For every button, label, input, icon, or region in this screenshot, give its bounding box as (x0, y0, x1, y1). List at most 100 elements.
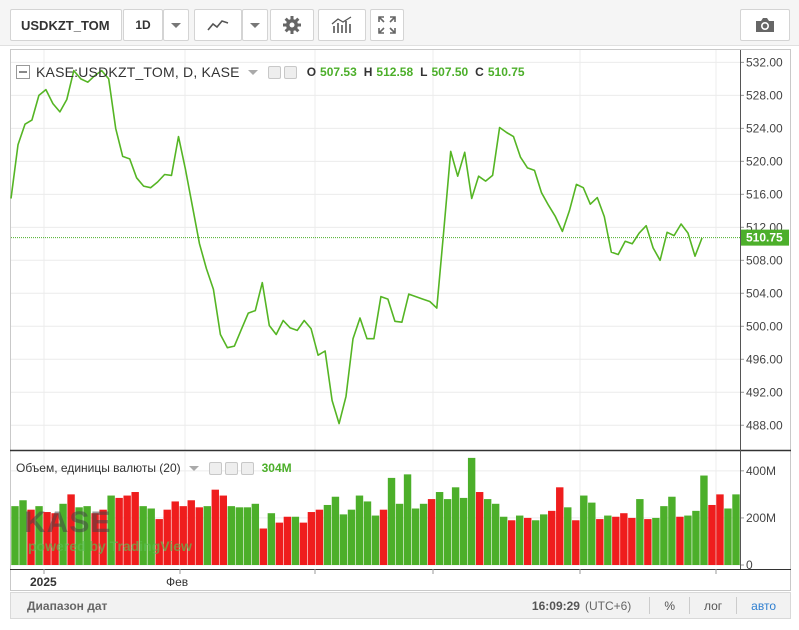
settings-button[interactable] (270, 9, 314, 41)
volume-bar (507, 520, 516, 565)
indicators-icon (331, 16, 352, 33)
volume-bar (19, 500, 27, 565)
eye-icon[interactable] (267, 65, 281, 79)
volume-bar (411, 508, 420, 565)
volume-bar (27, 509, 35, 565)
volume-bar (564, 507, 572, 565)
volume-bar (668, 496, 676, 565)
volume-bar (459, 497, 468, 565)
kase-logo: KASE (24, 506, 112, 539)
settings-icon[interactable] (224, 461, 238, 475)
watermark: KASE powered by TradingView (24, 506, 192, 555)
volume-bar (107, 495, 115, 565)
volume-bar (211, 489, 219, 565)
close-label: C (475, 65, 484, 79)
volume-bar (251, 503, 260, 565)
date-range-button[interactable]: Диапазон дат (27, 598, 108, 613)
fullscreen-button[interactable] (370, 9, 404, 41)
volume-bar (572, 520, 580, 565)
price-tick-label: 532.00 (746, 55, 783, 69)
volume-bar (660, 506, 668, 565)
volume-bar (163, 509, 171, 565)
open-label: O (306, 65, 317, 79)
fullscreen-icon (378, 16, 396, 34)
volume-bar (203, 506, 211, 565)
price-tick-label: 520.00 (746, 154, 783, 168)
price-tick-label: 508.00 (746, 253, 783, 267)
volume-bar (556, 487, 564, 565)
volume-bar (443, 499, 452, 565)
volume-bar (155, 519, 163, 565)
screenshot-button[interactable] (740, 9, 790, 41)
volume-bar (475, 492, 484, 565)
collapse-icon[interactable] (16, 65, 30, 79)
volume-bar (331, 496, 340, 565)
volume-bar (131, 492, 139, 565)
timezone-button[interactable]: (UTC+6) (584, 598, 632, 613)
divider (736, 597, 738, 614)
volume-bar (243, 507, 252, 565)
clock-time: 16:09:29 (531, 598, 580, 613)
chart-type-button[interactable] (194, 9, 242, 41)
volume-bar (147, 508, 155, 565)
tradingview-credit: powered by TradingView (28, 538, 192, 554)
volume-bar (387, 477, 396, 565)
percent-scale-button[interactable]: % (664, 598, 675, 613)
interval-dropdown-button[interactable] (163, 9, 189, 41)
volume-bar (339, 514, 348, 565)
volume-bar (99, 509, 107, 565)
volume-bar (548, 510, 556, 565)
volume-bar (363, 501, 372, 565)
last-price-label: 510.75 (746, 231, 783, 245)
volume-bar (187, 500, 195, 565)
log-scale-button[interactable]: лог (703, 598, 723, 613)
volume-bar (115, 497, 123, 565)
volume-bar (219, 495, 227, 565)
volume-bar (580, 495, 588, 565)
close-icon[interactable] (240, 461, 254, 475)
auto-scale-button[interactable]: авто (751, 598, 776, 613)
volume-bar (467, 457, 476, 565)
top-toolbar: USDKZT_TOM 1D (0, 0, 799, 46)
volume-bar (315, 509, 324, 565)
volume-bar (51, 513, 59, 565)
indicators-button[interactable] (318, 9, 366, 41)
price-tick-label: 516.00 (746, 187, 783, 201)
chart-container (10, 49, 791, 591)
open-value: 507.53 (320, 65, 357, 79)
time-tick-label: Фев (166, 575, 188, 589)
settings-icon[interactable] (283, 65, 297, 79)
time-tick-label: 2025 (30, 575, 57, 589)
volume-bar (91, 513, 99, 565)
volume-title: Объем, единицы валюты (20) (16, 461, 181, 475)
chevron-down-icon[interactable] (188, 465, 199, 471)
volume-bar (524, 517, 532, 565)
volume-bar (644, 519, 652, 565)
interval-button[interactable]: 1D (123, 9, 163, 41)
volume-bar (283, 516, 292, 565)
volume-bar (427, 499, 436, 565)
volume-bar (59, 503, 67, 565)
volume-bar (67, 494, 75, 565)
volume-bar (227, 506, 236, 565)
eye-icon[interactable] (208, 461, 222, 475)
volume-tick-label: 200M (746, 511, 776, 525)
volume-bar (307, 512, 316, 565)
price-tick-label: 528.00 (746, 88, 783, 102)
volume-bar (724, 508, 732, 565)
volume-bar (732, 494, 740, 565)
chevron-down-icon[interactable] (247, 69, 258, 75)
volume-bar (171, 501, 179, 565)
volume-bar (419, 503, 428, 565)
volume-bar (355, 495, 364, 565)
chart-type-dropdown-button[interactable] (242, 9, 268, 41)
volume-bar (179, 506, 187, 565)
volume-bar (692, 510, 700, 565)
low-label: L (420, 65, 428, 79)
volume-bar (83, 506, 91, 565)
volume-bar (323, 504, 332, 565)
volume-legend: Объем, единицы валюты (20) 304M (16, 460, 292, 476)
price-tick-label: 492.00 (746, 385, 783, 399)
symbol-search-button[interactable]: USDKZT_TOM (10, 9, 122, 41)
